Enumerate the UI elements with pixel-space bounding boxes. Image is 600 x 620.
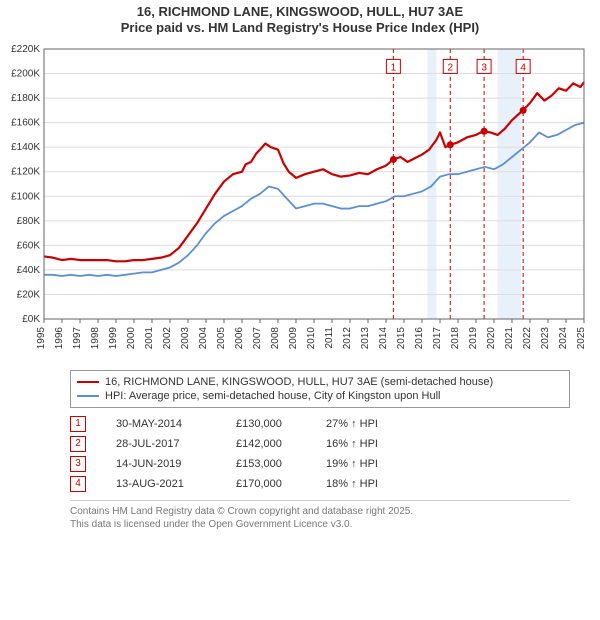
svg-text:2020: 2020	[486, 326, 497, 349]
svg-text:1998: 1998	[90, 326, 101, 349]
legend-label-2: HPI: Average price, semi-detached house,…	[105, 390, 440, 402]
svg-text:1: 1	[391, 62, 397, 73]
svg-text:2: 2	[447, 62, 453, 73]
sale-date: 28-JUL-2017	[116, 438, 236, 450]
svg-text:£60K: £60K	[17, 240, 41, 251]
chart-title-block: 16, RICHMOND LANE, KINGSWOOD, HULL, HU7 …	[0, 0, 600, 39]
sales-table: 1 30-MAY-2014 £130,000 27% ↑ HPI 2 28-JU…	[70, 414, 570, 494]
svg-text:2004: 2004	[198, 326, 209, 349]
attribution-footer: Contains HM Land Registry data © Crown c…	[70, 500, 570, 531]
svg-text:1999: 1999	[108, 326, 119, 349]
svg-text:2010: 2010	[306, 326, 317, 349]
svg-text:4: 4	[520, 62, 526, 73]
sale-date: 30-MAY-2014	[116, 418, 236, 430]
svg-text:2012: 2012	[342, 326, 353, 349]
sale-marker-num: 3	[75, 458, 81, 469]
sale-marker-box: 4	[70, 476, 86, 492]
sale-price: £130,000	[236, 418, 326, 430]
footer-line-2: This data is licensed under the Open Gov…	[70, 518, 570, 531]
svg-text:1995: 1995	[36, 326, 47, 349]
footer-line-1: Contains HM Land Registry data © Crown c…	[70, 505, 570, 518]
svg-text:3: 3	[481, 62, 487, 73]
svg-text:1997: 1997	[72, 326, 83, 349]
svg-text:2022: 2022	[522, 326, 533, 349]
svg-text:2024: 2024	[558, 326, 569, 349]
svg-text:£220K: £220K	[11, 44, 40, 55]
sale-diff: 18% ↑ HPI	[326, 478, 378, 490]
svg-text:2011: 2011	[324, 326, 335, 348]
sale-diff: 19% ↑ HPI	[326, 458, 378, 470]
svg-text:£140K: £140K	[11, 142, 40, 153]
sale-diff: 27% ↑ HPI	[326, 418, 378, 430]
sale-marker-num: 4	[75, 478, 81, 489]
chart-svg: £0K £20K £40K £60K £80K £100K £120K £140K £160K £…	[0, 39, 600, 359]
svg-text:2021: 2021	[504, 326, 515, 349]
svg-text:2018: 2018	[450, 326, 461, 349]
svg-text:2013: 2013	[360, 326, 371, 349]
sale-date: 13-AUG-2021	[116, 478, 236, 490]
legend-swatch-2	[77, 395, 99, 397]
svg-text:2000: 2000	[126, 326, 137, 349]
sale-diff: 16% ↑ HPI	[326, 438, 378, 450]
sale-date: 14-JUN-2019	[116, 458, 236, 470]
sale-marker-box: 1	[70, 416, 86, 432]
sale-marker-box: 2	[70, 436, 86, 452]
sale-marker-num: 2	[75, 438, 81, 449]
svg-text:£0K: £0K	[22, 314, 40, 325]
sale-row: 4 13-AUG-2021 £170,000 18% ↑ HPI	[70, 474, 570, 494]
sale-price: £153,000	[236, 458, 326, 470]
legend-row: 16, RICHMOND LANE, KINGSWOOD, HULL, HU7 …	[77, 375, 563, 389]
sale-row: 1 30-MAY-2014 £130,000 27% ↑ HPI	[70, 414, 570, 434]
title-line-1: 16, RICHMOND LANE, KINGSWOOD, HULL, HU7 …	[0, 4, 600, 20]
svg-text:2017: 2017	[432, 326, 443, 349]
svg-text:2002: 2002	[162, 326, 173, 349]
legend-label-1: 16, RICHMOND LANE, KINGSWOOD, HULL, HU7 …	[105, 376, 493, 388]
chart-container: { "title": { "line1": "16, RICHMOND LANE…	[0, 0, 600, 531]
sale-price: £170,000	[236, 478, 326, 490]
svg-text:2015: 2015	[396, 326, 407, 349]
svg-text:£20K: £20K	[17, 289, 41, 300]
svg-text:2014: 2014	[378, 326, 389, 349]
svg-text:2025: 2025	[576, 326, 587, 349]
svg-text:£120K: £120K	[11, 166, 40, 177]
svg-text:£160K: £160K	[11, 117, 40, 128]
svg-text:2007: 2007	[252, 326, 263, 349]
sale-row: 2 28-JUL-2017 £142,000 16% ↑ HPI	[70, 434, 570, 454]
title-line-2: Price paid vs. HM Land Registry's House …	[0, 20, 600, 36]
svg-text:2006: 2006	[234, 326, 245, 349]
legend-row: HPI: Average price, semi-detached house,…	[77, 389, 563, 403]
sale-marker-num: 1	[75, 418, 81, 429]
svg-text:2008: 2008	[270, 326, 281, 349]
svg-text:£100K: £100K	[11, 191, 40, 202]
svg-text:2005: 2005	[216, 326, 227, 349]
svg-text:£200K: £200K	[11, 68, 40, 79]
svg-text:2023: 2023	[540, 326, 551, 349]
sale-price: £142,000	[236, 438, 326, 450]
svg-text:2019: 2019	[468, 326, 479, 349]
svg-text:2009: 2009	[288, 326, 299, 349]
svg-text:1996: 1996	[54, 326, 65, 349]
legend-box: 16, RICHMOND LANE, KINGSWOOD, HULL, HU7 …	[70, 370, 570, 408]
legend-swatch-1	[77, 381, 99, 383]
sale-row: 3 14-JUN-2019 £153,000 19% ↑ HPI	[70, 454, 570, 474]
svg-text:2016: 2016	[414, 326, 425, 349]
svg-text:£180K: £180K	[11, 93, 40, 104]
sale-marker-box: 3	[70, 456, 86, 472]
svg-text:£40K: £40K	[17, 264, 41, 275]
svg-text:2003: 2003	[180, 326, 191, 349]
svg-text:£80K: £80K	[17, 215, 41, 226]
svg-text:2001: 2001	[144, 326, 155, 349]
chart-plot-area: £0K £20K £40K £60K £80K £100K £120K £140K £160K £…	[0, 39, 600, 364]
